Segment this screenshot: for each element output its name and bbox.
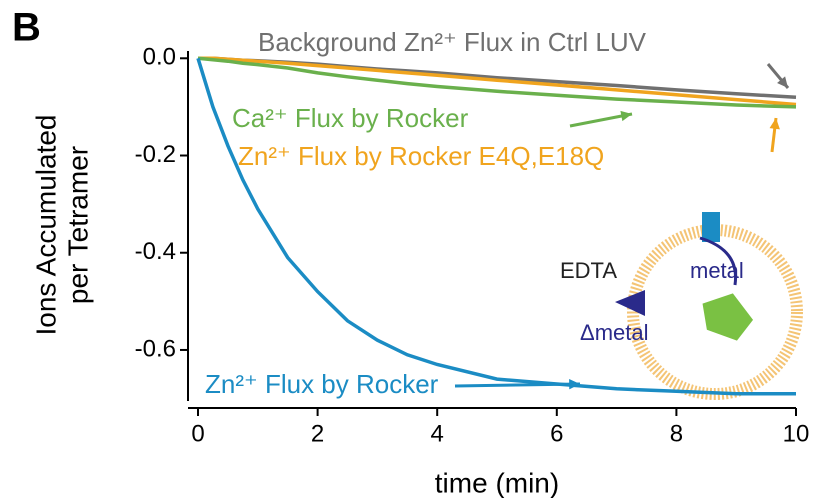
series-label: Ca²⁺ Flux by Rocker — [232, 103, 469, 133]
y-axis-label: per Tetramer — [62, 146, 93, 304]
data-line — [198, 58, 796, 104]
y-tick-label: -0.6 — [135, 335, 176, 362]
y-tick-label: -0.2 — [135, 141, 176, 168]
data-line — [198, 58, 796, 107]
series-label: Background Zn²⁺ Flux in Ctrl LUV — [258, 27, 647, 57]
star — [695, 285, 760, 344]
x-tick-label: 2 — [311, 420, 324, 447]
label-arrow — [455, 384, 580, 386]
inset-label: metal — [690, 258, 744, 283]
y-axis-label: Ions Accumulated — [30, 114, 61, 335]
x-tick-label: 4 — [431, 420, 444, 447]
panel-label: B — [12, 6, 41, 50]
chart: B Ions Accumulated per Tetramer time (mi… — [0, 0, 831, 498]
x-tick-label: 0 — [191, 420, 204, 447]
inset-label: EDTA — [560, 258, 617, 283]
inset: EDTA metal Δmetal — [560, 212, 797, 394]
x-tick-label: 10 — [783, 420, 810, 447]
page: B Ions Accumulated per Tetramer time (mi… — [0, 0, 831, 498]
y-tick-label: 0.0 — [143, 44, 176, 71]
inset-label: Δmetal — [580, 320, 649, 345]
channel — [702, 212, 720, 242]
x-tick-label: 6 — [550, 420, 563, 447]
x-axis-label: time (min) — [435, 467, 559, 498]
x-tick-label: 8 — [670, 420, 683, 447]
series-label: Zn²⁺ Flux by Rocker E4Q,E18Q — [238, 141, 604, 171]
series-label: Zn²⁺ Flux by Rocker — [205, 369, 439, 399]
y-tick-label: -0.4 — [135, 238, 176, 265]
arrow-head — [569, 379, 580, 389]
arrow-head — [620, 111, 632, 121]
